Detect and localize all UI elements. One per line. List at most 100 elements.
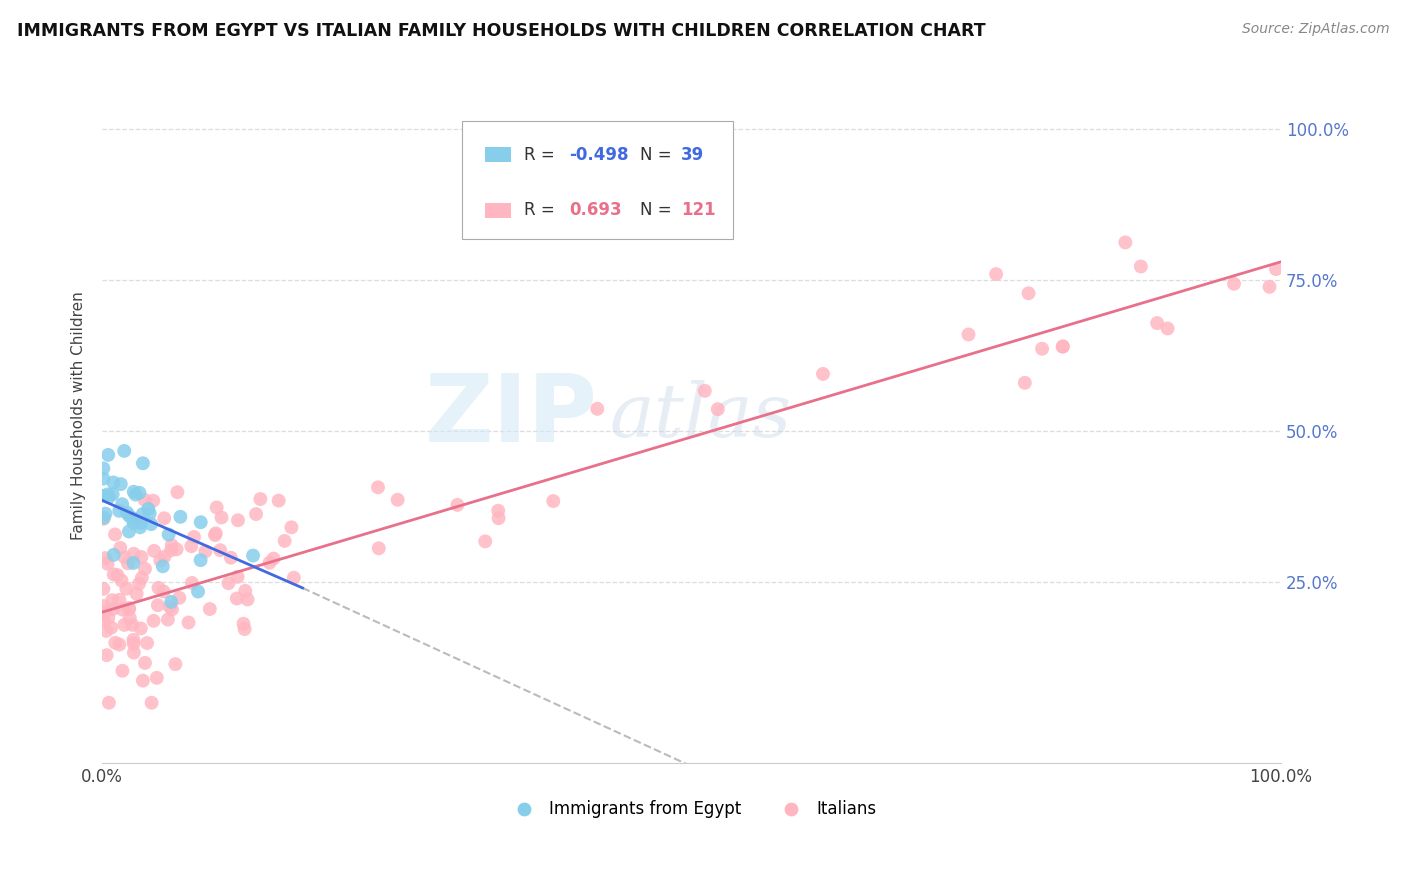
Point xyxy=(104,527,127,541)
Point xyxy=(146,598,169,612)
Point xyxy=(122,556,145,570)
Point xyxy=(194,544,217,558)
Point xyxy=(108,592,131,607)
Point xyxy=(108,638,131,652)
Point xyxy=(134,656,156,670)
Point xyxy=(93,599,115,613)
Point xyxy=(104,636,127,650)
Point xyxy=(226,513,249,527)
Text: N =: N = xyxy=(640,145,676,163)
Point xyxy=(111,603,134,617)
Point xyxy=(121,618,143,632)
Point xyxy=(142,493,165,508)
Point xyxy=(211,510,233,524)
Point xyxy=(103,548,125,562)
Point xyxy=(187,584,209,599)
Point xyxy=(136,502,159,516)
Point xyxy=(226,570,249,584)
Point xyxy=(190,553,212,567)
Point xyxy=(984,267,1007,281)
Point xyxy=(110,541,132,555)
Text: -0.498: -0.498 xyxy=(569,145,628,163)
Point xyxy=(112,444,135,458)
Point xyxy=(118,508,141,523)
Point xyxy=(118,524,141,539)
Point xyxy=(101,602,124,616)
Point xyxy=(180,539,202,553)
Bar xyxy=(485,147,512,162)
Point xyxy=(148,581,170,595)
Point xyxy=(122,632,145,647)
Point xyxy=(166,485,188,500)
Point xyxy=(97,696,120,710)
Point xyxy=(1129,260,1152,274)
Point xyxy=(153,549,176,564)
Point xyxy=(97,448,120,462)
Point xyxy=(1114,235,1136,250)
Point xyxy=(259,556,281,570)
Text: atlas: atlas xyxy=(609,380,792,452)
Point xyxy=(181,575,204,590)
Point xyxy=(129,516,152,530)
Text: 0.693: 0.693 xyxy=(569,202,621,219)
Point xyxy=(110,574,132,588)
Point xyxy=(166,542,188,557)
Point xyxy=(198,602,221,616)
Point xyxy=(165,657,187,672)
Point xyxy=(93,510,115,524)
Point xyxy=(118,600,141,615)
Point xyxy=(132,507,155,521)
Point xyxy=(141,696,163,710)
Point xyxy=(100,621,122,635)
Point xyxy=(108,504,131,518)
Point xyxy=(115,582,138,596)
Point xyxy=(103,567,125,582)
Point xyxy=(1258,280,1281,294)
Point xyxy=(125,587,148,601)
Point xyxy=(129,622,152,636)
Point xyxy=(190,515,212,529)
Point xyxy=(139,517,162,532)
Point xyxy=(118,611,141,625)
Point xyxy=(280,520,302,534)
Text: R =: R = xyxy=(524,202,560,219)
Point xyxy=(96,557,118,571)
Point xyxy=(367,541,389,556)
Point xyxy=(1031,342,1053,356)
Point xyxy=(693,384,716,398)
Point xyxy=(134,562,156,576)
Bar xyxy=(485,202,512,218)
Point xyxy=(93,461,115,475)
Point xyxy=(488,511,510,525)
Point xyxy=(124,487,146,501)
Point xyxy=(112,549,135,564)
Point xyxy=(131,571,153,585)
Point xyxy=(242,549,264,563)
Point xyxy=(93,613,115,627)
Point xyxy=(122,484,145,499)
Point xyxy=(94,551,117,566)
Point xyxy=(543,494,565,508)
Point xyxy=(177,615,200,630)
Point xyxy=(1156,321,1178,335)
Text: N =: N = xyxy=(640,202,676,219)
Point xyxy=(122,637,145,651)
Point xyxy=(387,492,409,507)
Point xyxy=(1014,376,1036,390)
Point xyxy=(586,401,609,416)
Point xyxy=(128,485,150,500)
Point xyxy=(204,528,226,542)
Point xyxy=(132,456,155,470)
Point xyxy=(122,547,145,561)
Point xyxy=(111,497,134,511)
Point xyxy=(446,498,468,512)
FancyBboxPatch shape xyxy=(461,120,733,239)
Point xyxy=(236,592,259,607)
Point xyxy=(249,491,271,506)
Point xyxy=(127,513,149,527)
Point xyxy=(134,492,156,507)
Point xyxy=(93,489,115,503)
Point xyxy=(94,605,117,619)
Point xyxy=(115,506,138,520)
Point xyxy=(1018,286,1040,301)
